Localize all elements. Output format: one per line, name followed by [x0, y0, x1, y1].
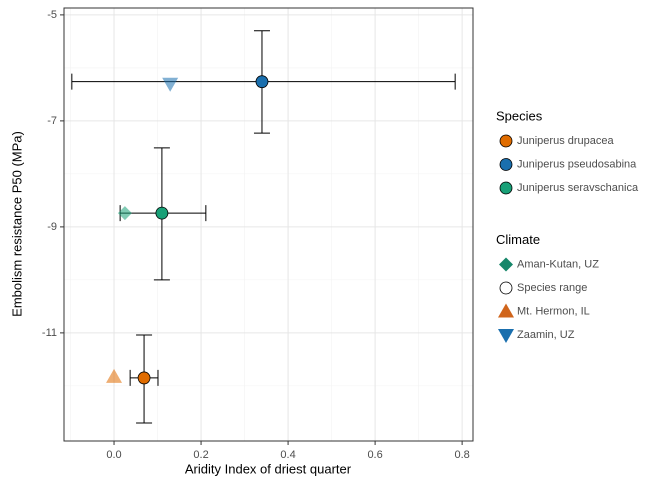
y-axis-title: Embolism resistance P50 (MPa) [9, 131, 24, 317]
legend-label: Juniperus drupacea [517, 135, 615, 147]
x-tick-label: 0.0 [106, 449, 121, 461]
y-tick-label: -11 [42, 327, 57, 339]
plot-border [63, 7, 474, 442]
plot-background [64, 8, 473, 441]
legend-label: Juniperus pseudosabina [517, 158, 637, 170]
x-tick-label: 0.2 [193, 449, 208, 461]
y-tick-label: -5 [47, 9, 57, 21]
x-axis-title: Aridity Index of driest quarter [185, 461, 352, 476]
legend-key [498, 303, 514, 318]
point [137, 371, 151, 385]
legend-label: Species range [517, 282, 587, 294]
y-tick-label: -9 [47, 221, 57, 233]
x-tick-label: 0.6 [367, 449, 382, 461]
legend-label: Aman-Kutan, UZ [517, 258, 599, 270]
legend-title: Species [496, 108, 543, 123]
point [162, 77, 179, 92]
x-tick-label: 0.4 [280, 449, 295, 461]
point [117, 206, 132, 221]
point [155, 206, 169, 220]
legend-key [499, 281, 513, 295]
point [255, 75, 269, 89]
legend-label: Juniperus seravschanica [517, 182, 639, 194]
legend-key [499, 257, 513, 272]
x-tick-label: 0.8 [454, 449, 469, 461]
legend-label: Mt. Hermon, IL [517, 305, 590, 317]
legend-label: Zaamin, UZ [517, 329, 575, 341]
y-tick-label: -7 [47, 115, 57, 127]
legend-title: Climate [496, 232, 540, 247]
legend-key [499, 158, 513, 171]
point [106, 368, 123, 383]
legend-key [499, 181, 513, 195]
legend-key [499, 134, 513, 148]
legend-key [498, 329, 514, 343]
